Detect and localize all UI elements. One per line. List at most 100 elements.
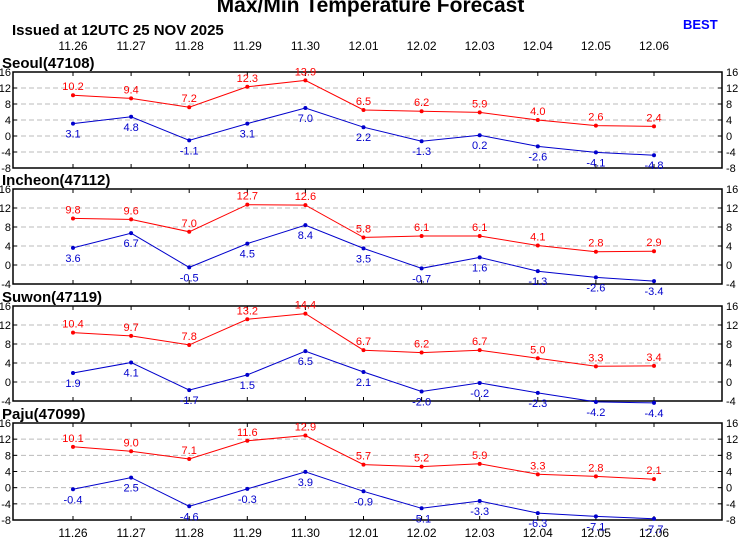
model-badge: BEST [683, 17, 718, 32]
min-temp-point [593, 399, 598, 404]
y-tick-label-left: 12 [0, 320, 11, 332]
max-temp-label: 5.8 [356, 223, 371, 235]
min-temp-label: -7.7 [645, 524, 664, 536]
date-label-bottom: 12.05 [581, 526, 611, 540]
y-tick-label-left: 0 [5, 377, 11, 389]
date-label-top: 12.03 [465, 39, 495, 53]
max-temp-point [361, 235, 366, 240]
min-temp-label: -1.7 [180, 395, 199, 407]
panel-frame [12, 422, 723, 521]
max-temp-point [652, 363, 656, 368]
date-label-top: 12.05 [581, 39, 611, 53]
max-temp-label: 5.9 [472, 450, 487, 462]
max-temp-point [187, 456, 192, 461]
min-temp-point [535, 390, 540, 395]
min-temp-point [419, 139, 424, 144]
panel-frame [12, 188, 723, 285]
max-temp-point [419, 234, 424, 239]
date-label-bottom: 12.04 [523, 526, 553, 540]
max-temp-label: 3.3 [588, 352, 603, 364]
min-temp-label: 2.2 [356, 132, 371, 144]
max-temp-point [303, 78, 308, 83]
y-tick-label-right: -4 [726, 499, 736, 511]
y-tick-label-left: -4 [1, 147, 11, 159]
max-temp-label: 5.7 [356, 451, 371, 463]
max-temp-label: 6.2 [414, 339, 429, 351]
max-temp-point [419, 109, 424, 114]
min-temp-label: -4.2 [586, 407, 605, 419]
max-temp-point [187, 229, 192, 234]
min-temp-label: -6.3 [528, 518, 547, 530]
min-temp-label: -2.0 [412, 397, 431, 409]
date-label-top: 11.26 [58, 39, 87, 53]
min-temp-point [361, 370, 366, 375]
max-temp-point [71, 93, 75, 98]
min-temp-label: 2.5 [123, 483, 138, 495]
min-temp-label: 1.5 [240, 380, 255, 392]
min-temp-point [129, 231, 134, 236]
y-tick-label-right: 16 [726, 418, 738, 430]
min-temp-point [129, 360, 134, 365]
date-label-top: 12.01 [348, 39, 378, 53]
max-temp-label: 9.7 [123, 322, 138, 334]
max-temp-point [593, 249, 598, 254]
max-temp-point [361, 108, 366, 112]
min-temp-point [477, 380, 482, 385]
max-temp-label: 12.3 [237, 73, 258, 85]
max-temp-label: 5.2 [414, 453, 429, 465]
max-temp-point [593, 474, 598, 479]
min-temp-label: -3.4 [645, 286, 664, 298]
y-tick-label-left: 0 [5, 131, 11, 143]
min-temp-label: 3.5 [356, 253, 371, 265]
y-tick-label-right: -8 [726, 515, 736, 527]
max-temp-label: 11.6 [237, 427, 258, 439]
max-temp-label: 13.2 [237, 305, 258, 317]
max-temp-point [593, 364, 598, 369]
max-temp-label: 5.9 [472, 98, 487, 110]
max-temp-label: 6.1 [414, 222, 429, 234]
max-temp-point [477, 234, 482, 239]
panel-frame [12, 305, 723, 402]
min-temp-point [187, 504, 192, 509]
y-tick-label-right: 12 [726, 320, 738, 332]
min-temp-label: -0.2 [470, 388, 489, 400]
y-tick-label-right: 0 [726, 483, 732, 495]
date-label-bottom: 12.01 [348, 526, 378, 540]
max-temp-point [245, 202, 250, 207]
min-temp-point [593, 514, 598, 519]
min-temp-label: -0.9 [354, 496, 373, 508]
min-temp-point [71, 121, 75, 126]
min-temp-point [593, 275, 598, 280]
max-temp-point [71, 216, 75, 221]
max-temp-point [652, 477, 656, 482]
min-temp-label: 6.7 [123, 238, 138, 250]
max-temp-point [419, 464, 424, 469]
y-tick-label-right: 8 [726, 339, 732, 351]
y-tick-label-left: -4 [1, 396, 11, 408]
max-temp-label: 2.8 [588, 462, 603, 474]
min-temp-point [477, 133, 482, 138]
date-label-bottom: 12.03 [465, 526, 495, 540]
min-temp-label: -2.3 [528, 398, 547, 410]
y-tick-label-right: 8 [726, 222, 732, 234]
y-tick-label-left: 4 [5, 467, 11, 479]
max-temp-point [652, 124, 656, 129]
y-tick-label-left: 8 [5, 450, 11, 462]
min-temp-label: -7.1 [586, 521, 605, 533]
min-temp-point [419, 266, 424, 271]
date-label-bottom: 11.27 [117, 526, 146, 540]
chart-title: Max/Min Temperature Forecast [216, 0, 525, 17]
issued-time: Issued at 12UTC 25 NOV 2025 [12, 22, 224, 39]
station-title: Seoul(47108) [2, 55, 95, 72]
min-temp-point [303, 349, 308, 354]
y-tick-label-left: 4 [5, 358, 11, 370]
min-temp-label: 8.4 [298, 230, 313, 242]
max-temp-point [187, 342, 192, 347]
max-temp-point [419, 350, 424, 355]
y-tick-label-right: 0 [726, 131, 732, 143]
max-temp-label: 6.2 [414, 97, 429, 109]
y-tick-label-left: -4 [1, 279, 11, 291]
max-temp-label: 2.4 [646, 112, 661, 124]
station-title: Paju(47099) [2, 406, 85, 423]
